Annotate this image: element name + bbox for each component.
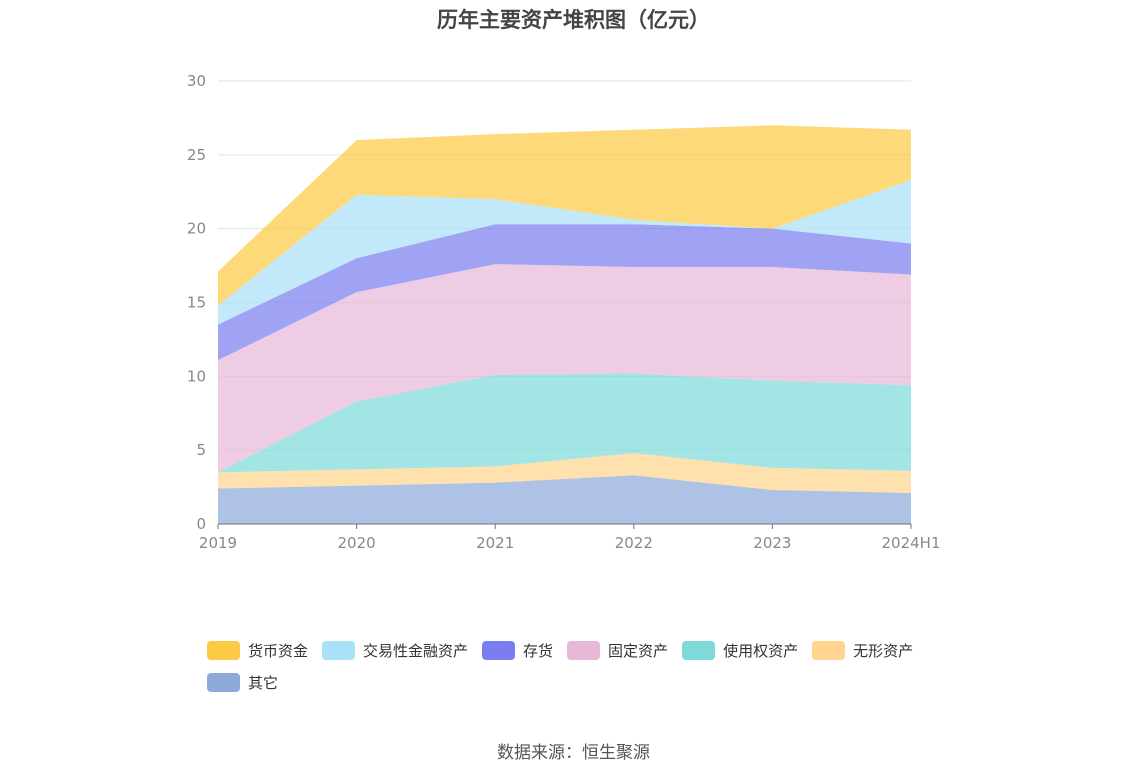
area-series-3: [218, 264, 911, 473]
legend-swatch: [482, 640, 516, 660]
legend-label: 货币资金: [248, 641, 309, 660]
stacked-area-chart: 0 5 10 15 20 25 30 2019 2020 2021 2022 2023 2024H1: [187, 72, 941, 552]
area-series-0: [218, 475, 911, 524]
legend-label: 交易性金融资产: [363, 641, 469, 660]
area-series-2: [218, 373, 911, 473]
x-tick-label: 2020: [338, 534, 376, 552]
area-series-4: [218, 224, 911, 361]
x-tick-label: 2021: [476, 534, 514, 552]
legend-item[interactable]: 固定资产: [567, 640, 668, 660]
legend-item[interactable]: 货币资金: [207, 640, 308, 660]
legend-item[interactable]: 无形资产: [812, 640, 913, 660]
area-series-1: [218, 453, 911, 493]
legend-label: 存货: [523, 641, 554, 660]
y-tick-label: 0: [196, 515, 206, 533]
legend-item[interactable]: 其它: [207, 672, 278, 692]
legend-swatch: [812, 640, 846, 660]
legend-label: 固定资产: [608, 641, 669, 660]
x-tick-label: 2023: [753, 534, 791, 552]
data-source: 数据来源：恒生聚源: [497, 743, 650, 763]
area-series-5: [218, 179, 911, 325]
y-tick-label: 20: [187, 220, 206, 238]
y-tick-label: 15: [187, 294, 206, 312]
y-tick-label: 5: [196, 441, 206, 459]
x-tick-label: 2019: [199, 534, 237, 552]
x-tick-label: 2022: [615, 534, 653, 552]
legend-swatch: [682, 640, 716, 660]
y-tick-label: 30: [187, 72, 206, 90]
area-series-6: [218, 125, 911, 306]
y-tick-label: 10: [187, 367, 206, 385]
legend-label: 无形资产: [853, 641, 914, 660]
y-tick-label: 25: [187, 146, 206, 164]
legend-swatch: [567, 640, 601, 660]
legend-swatch: [207, 640, 240, 660]
chart-legend: 货币资金 交易性金融资产 存货 固定资产 使用权资产 无形资产其它: [207, 640, 967, 692]
legend-swatch: [322, 640, 356, 660]
legend-item[interactable]: 存货: [482, 640, 553, 660]
legend-label: 使用权资产: [723, 641, 799, 660]
chart-title: 历年主要资产堆积图（亿元）: [437, 8, 710, 32]
legend-item[interactable]: 使用权资产: [682, 640, 798, 660]
x-tick-label: 2024H1: [882, 534, 941, 552]
legend-swatch: [207, 672, 240, 692]
legend-item[interactable]: 交易性金融资产: [322, 640, 468, 660]
legend-label: 其它: [248, 673, 279, 692]
